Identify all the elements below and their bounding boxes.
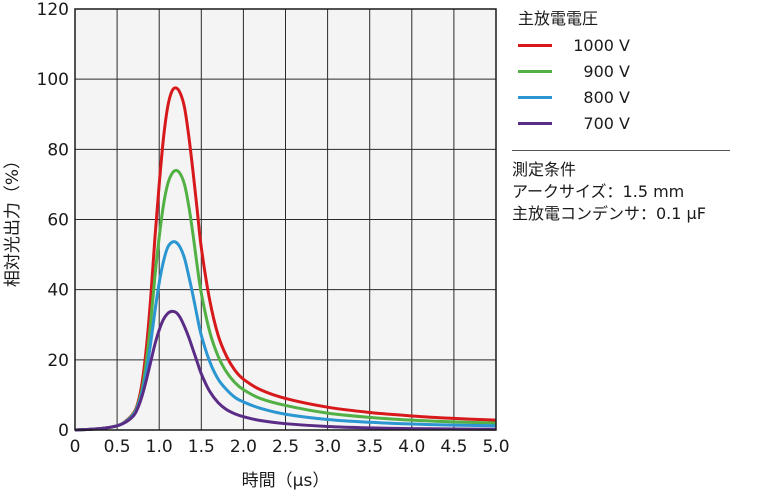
legend-swatch	[518, 69, 552, 73]
legend-swatch	[518, 43, 552, 47]
conditions-arc-size: アークサイズ：1.5 mm	[512, 182, 685, 201]
legend: 主放電電圧 1000 V 900 V 800 V 700 V 測定条件 アークサ…	[512, 6, 742, 225]
plot-frame	[74, 8, 497, 431]
y-tick-label: 60	[47, 211, 69, 231]
series-line-700v	[74, 309, 497, 432]
conditions-title: 測定条件	[512, 160, 577, 179]
x-tick-label: 1.5	[188, 437, 215, 457]
legend-item-1000v: 1000 V	[512, 32, 742, 58]
x-tick-label: 0	[70, 437, 81, 457]
series-group	[74, 86, 497, 432]
y-tick-label: 0	[58, 421, 69, 441]
y-tick-label: 120	[37, 0, 69, 20]
x-tick-label: 2.5	[272, 437, 299, 457]
y-tick-label: 40	[47, 281, 69, 301]
legend-label: 800 V	[583, 87, 630, 107]
grid	[75, 9, 496, 430]
legend-label: 900 V	[583, 61, 630, 81]
y-tick-label: 20	[47, 351, 69, 371]
x-tick-label: 4.0	[398, 437, 425, 457]
legend-item-700v: 700 V	[512, 110, 742, 136]
x-axis-label: 時間（μs）	[242, 471, 330, 491]
x-tick-label: 5.0	[482, 437, 509, 457]
legend-swatch	[518, 121, 552, 125]
x-tick-label: 0.5	[104, 437, 131, 457]
legend-label: 1000 V	[573, 35, 630, 55]
x-tick-labels: 0 0.5 1.0 1.5 2.0 2.5 3.0 3.5 4.0 4.5 5.0	[70, 437, 510, 457]
legend-divider	[512, 150, 730, 151]
y-tick-label: 80	[47, 140, 69, 160]
legend-swatch	[518, 95, 552, 99]
x-tick-label: 2.0	[230, 437, 257, 457]
x-tick-label: 3.0	[314, 437, 341, 457]
x-tick-label: 4.5	[440, 437, 467, 457]
x-tick-label: 3.5	[356, 437, 383, 457]
legend-label: 700 V	[583, 113, 630, 133]
conditions-capacitor: 主放電コンデンサ：0.1 μF	[512, 204, 706, 223]
x-tick-label: 1.0	[146, 437, 173, 457]
y-tick-labels: 0 20 40 60 80 100 120	[37, 0, 69, 441]
legend-item-900v: 900 V	[512, 58, 742, 84]
y-tick-label: 100	[37, 70, 69, 90]
legend-item-800v: 800 V	[512, 84, 742, 110]
y-axis-label: 相対光出力（%）	[3, 152, 23, 287]
legend-title: 主放電電圧	[518, 9, 599, 28]
